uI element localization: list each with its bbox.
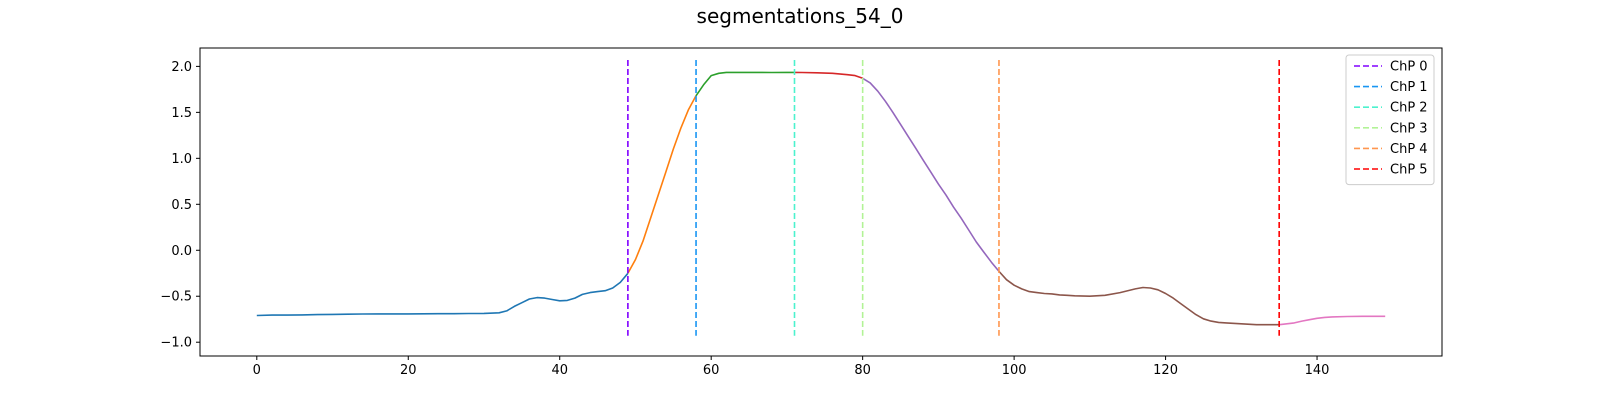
x-tick-label: 0 — [253, 363, 261, 378]
x-axis: 0 20 40 60 80 100 120 140 — [253, 356, 1330, 378]
legend-label-1: ChP 1 — [1390, 80, 1428, 95]
legend-label-5: ChP 5 — [1390, 163, 1428, 178]
plot-frame — [199, 47, 1443, 357]
y-tick-label: −1.0 — [160, 336, 192, 351]
x-tick-label: 20 — [400, 363, 417, 378]
y-tick-label: −0.5 — [160, 290, 192, 305]
legend: ChP 0 ChP 1 ChP 2 ChP 3 ChP 4 ChP 5 — [1345, 54, 1435, 186]
x-tick-label: 100 — [1002, 363, 1027, 378]
chart-title: segmentations_54_0 — [696, 4, 904, 28]
y-tick-label: 1.0 — [171, 152, 192, 167]
series-segment-6 — [1279, 315, 1386, 326]
series-segment-2 — [695, 71, 795, 97]
y-axis: −1.0 −0.5 0.0 0.5 1.0 1.5 2.0 — [160, 60, 200, 351]
y-tick-label: 0.5 — [171, 198, 192, 213]
series-segment-1 — [627, 95, 697, 274]
series-segment-4 — [862, 77, 1000, 272]
legend-box — [1345, 54, 1435, 186]
series-segment-0 — [256, 272, 629, 317]
legend-label-0: ChP 0 — [1390, 60, 1428, 75]
changepoint-lines — [627, 59, 1280, 336]
y-tick-label: 2.0 — [171, 60, 192, 75]
legend-label-2: ChP 2 — [1390, 101, 1428, 116]
y-tick-label: 1.5 — [171, 106, 192, 121]
x-tick-label: 140 — [1305, 363, 1330, 378]
plot-lines — [256, 71, 1386, 326]
x-tick-label: 80 — [854, 363, 871, 378]
x-tick-label: 40 — [551, 363, 568, 378]
x-tick-label: 60 — [703, 363, 720, 378]
x-tick-label: 120 — [1153, 363, 1178, 378]
series-segment-5 — [998, 270, 1280, 326]
legend-label-4: ChP 4 — [1390, 142, 1428, 157]
y-tick-label: 0.0 — [171, 244, 192, 259]
series-segment-3 — [794, 71, 863, 80]
legend-label-3: ChP 3 — [1390, 121, 1428, 136]
